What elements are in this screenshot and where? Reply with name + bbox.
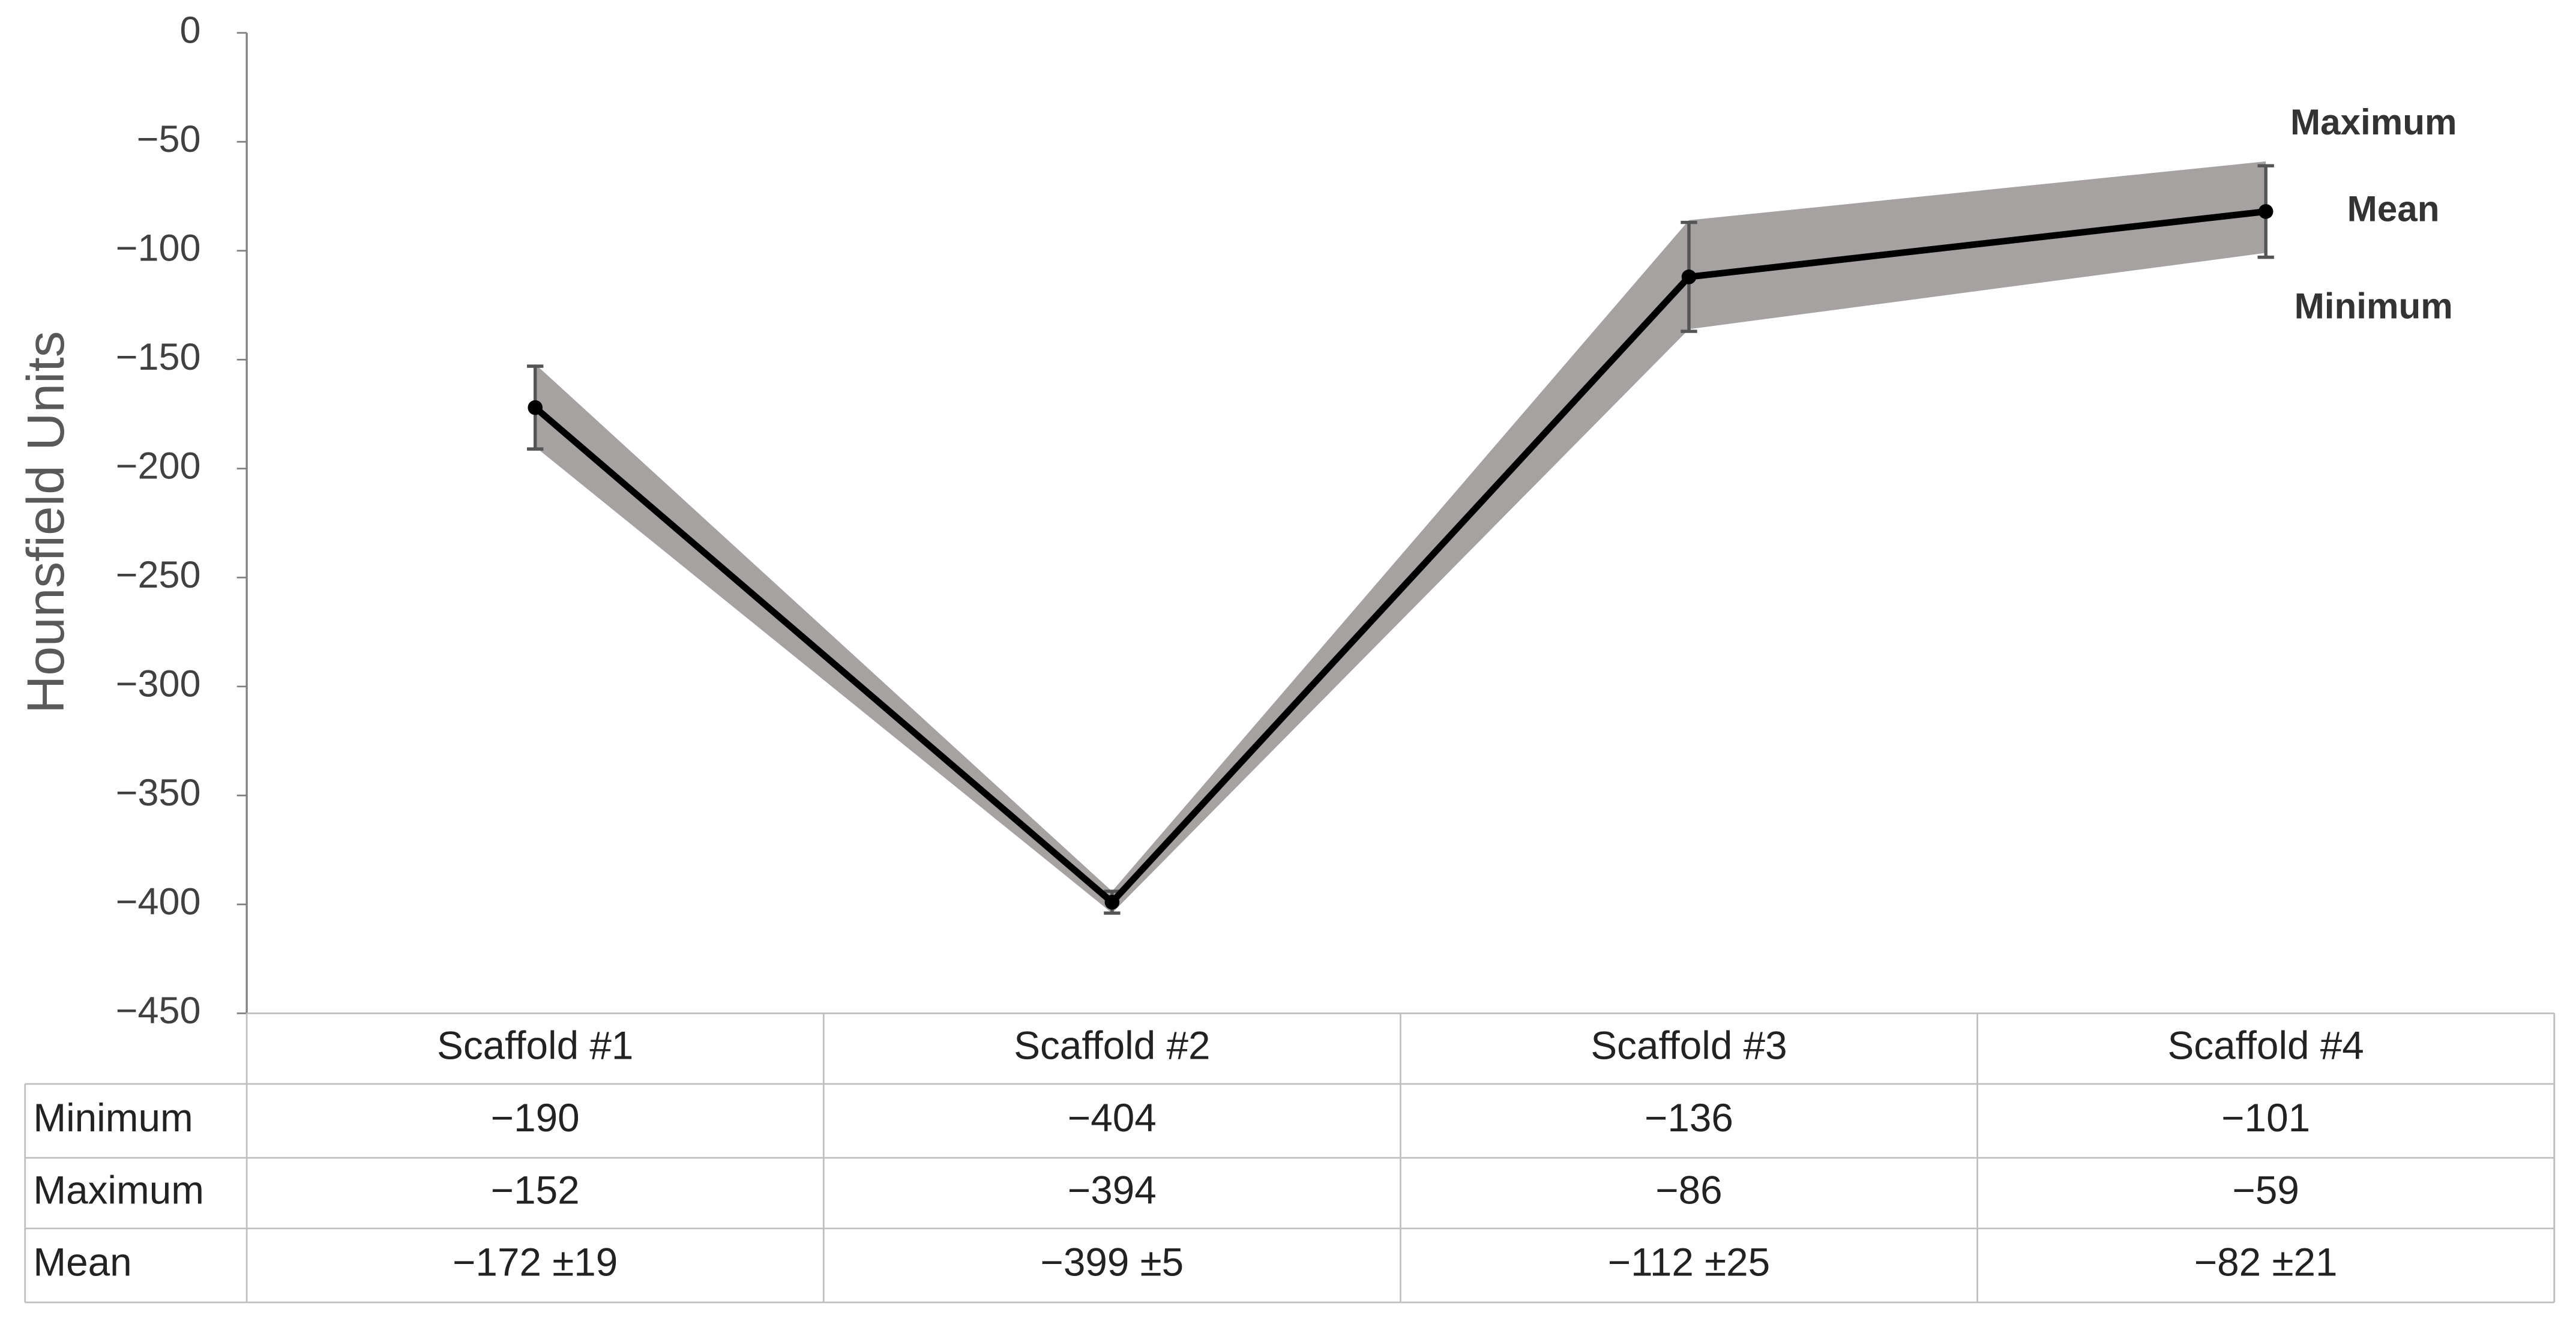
- mean-point: [1681, 269, 1697, 284]
- table-cell: −399 ±5: [1041, 1241, 1184, 1284]
- mean-point: [2258, 204, 2274, 219]
- table-cell: −190: [491, 1096, 580, 1140]
- y-axis-title: Hounsfield Units: [16, 331, 75, 713]
- table-cell: −112 ±25: [1608, 1241, 1770, 1284]
- table-row-header: Maximum: [33, 1168, 204, 1212]
- mean-point: [1104, 894, 1120, 910]
- table-cell: −82 ±21: [2194, 1241, 2338, 1284]
- x-tick-label: Scaffold #4: [2168, 1024, 2364, 1068]
- y-tick-label: −100: [116, 227, 201, 269]
- x-tick-label: Scaffold #2: [1014, 1024, 1210, 1068]
- y-tick-label: −200: [116, 445, 201, 487]
- table-cell: −86: [1655, 1168, 1722, 1212]
- range-band: [535, 161, 2266, 913]
- mean-line: [533, 208, 2266, 907]
- table-cell: −101: [2221, 1096, 2310, 1140]
- y-tick-label: −150: [116, 336, 201, 378]
- table-cell: −136: [1645, 1096, 1733, 1140]
- annotation: Maximum: [2290, 102, 2457, 142]
- y-tick-label: 0: [180, 9, 201, 51]
- table-row-header: Mean: [33, 1241, 131, 1284]
- mean-point: [528, 400, 543, 415]
- annotation: Mean: [2347, 188, 2440, 229]
- y-tick-label: −450: [116, 990, 201, 1032]
- y-tick-label: −300: [116, 663, 201, 705]
- table-cell: −394: [1068, 1168, 1157, 1212]
- y-tick-label: −250: [116, 554, 201, 596]
- y-tick-label: −50: [137, 118, 201, 160]
- table-cell: −404: [1068, 1096, 1157, 1140]
- table-cell: −152: [491, 1168, 580, 1212]
- table-row-header: Minimum: [33, 1096, 193, 1140]
- x-tick-label: Scaffold #1: [437, 1024, 633, 1068]
- y-tick-label: −350: [116, 772, 201, 814]
- annotation: Minimum: [2295, 286, 2453, 326]
- table-cell: −172 ±19: [453, 1241, 618, 1284]
- x-tick-label: Scaffold #3: [1590, 1024, 1787, 1068]
- y-tick-label: −400: [116, 880, 201, 922]
- table-cell: −59: [2232, 1168, 2299, 1212]
